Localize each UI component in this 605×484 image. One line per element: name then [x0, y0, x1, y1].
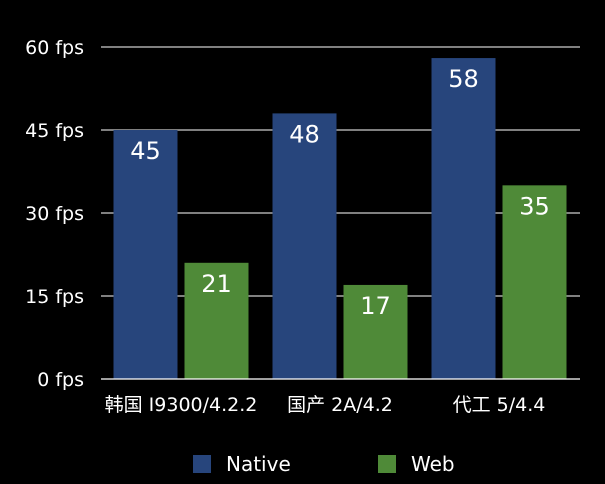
bar-native-1 — [272, 113, 337, 380]
data-label-web-0: 21 — [201, 270, 232, 298]
data-label-native-2: 58 — [448, 65, 479, 93]
y-tick-label: 0 fps — [37, 369, 84, 391]
data-label-native-1: 48 — [289, 120, 320, 148]
y-tick-label: 45 fps — [25, 120, 84, 142]
bar-web-1 — [343, 284, 408, 379]
y-tick-label: 15 fps — [25, 286, 84, 308]
data-label-web-1: 17 — [360, 292, 391, 320]
bar-native-2 — [431, 58, 496, 380]
legend-label-web: Web — [411, 452, 455, 476]
bar-native-0 — [113, 130, 178, 379]
legend-swatch-web — [378, 455, 396, 473]
legend: Native Web — [193, 452, 455, 476]
bar-web-0 — [184, 262, 249, 379]
axes: 0 fps 15 fps 30 fps 45 fps 60 fps 韩国 I9300/4.… — [25, 37, 580, 416]
y-tick-label: 30 fps — [25, 203, 84, 225]
bar-web-2 — [502, 185, 567, 379]
y-tick-label: 60 fps — [25, 37, 84, 59]
data-label-web-2: 35 — [519, 192, 550, 220]
x-category-label: 韩国 I9300/4.2.2 — [105, 394, 258, 416]
legend-swatch-native — [193, 455, 211, 473]
x-category-label: 国产 2A/4.2 — [287, 394, 393, 416]
bars: 45 21 48 17 58 35 — [113, 58, 567, 380]
legend-label-native: Native — [226, 452, 291, 476]
x-category-label: 代工 5/4.4 — [453, 394, 546, 416]
data-label-native-0: 45 — [130, 137, 161, 165]
